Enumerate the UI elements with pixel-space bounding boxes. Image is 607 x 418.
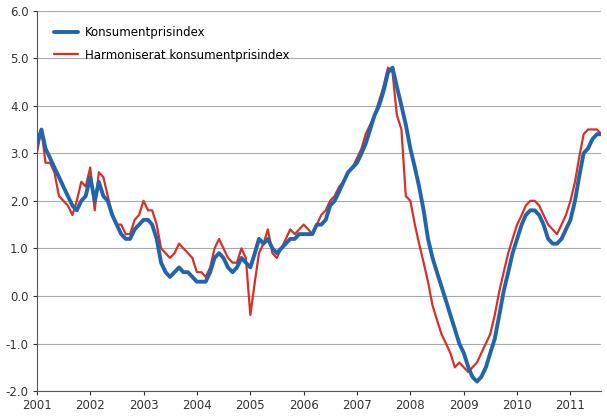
Line: Konsumentprisindex: Konsumentprisindex [37,68,602,382]
Legend: Konsumentprisindex, Harmoniserat konsumentprisindex: Konsumentprisindex, Harmoniserat konsume… [49,20,296,68]
Line: Harmoniserat konsumentprisindex: Harmoniserat konsumentprisindex [37,68,602,372]
